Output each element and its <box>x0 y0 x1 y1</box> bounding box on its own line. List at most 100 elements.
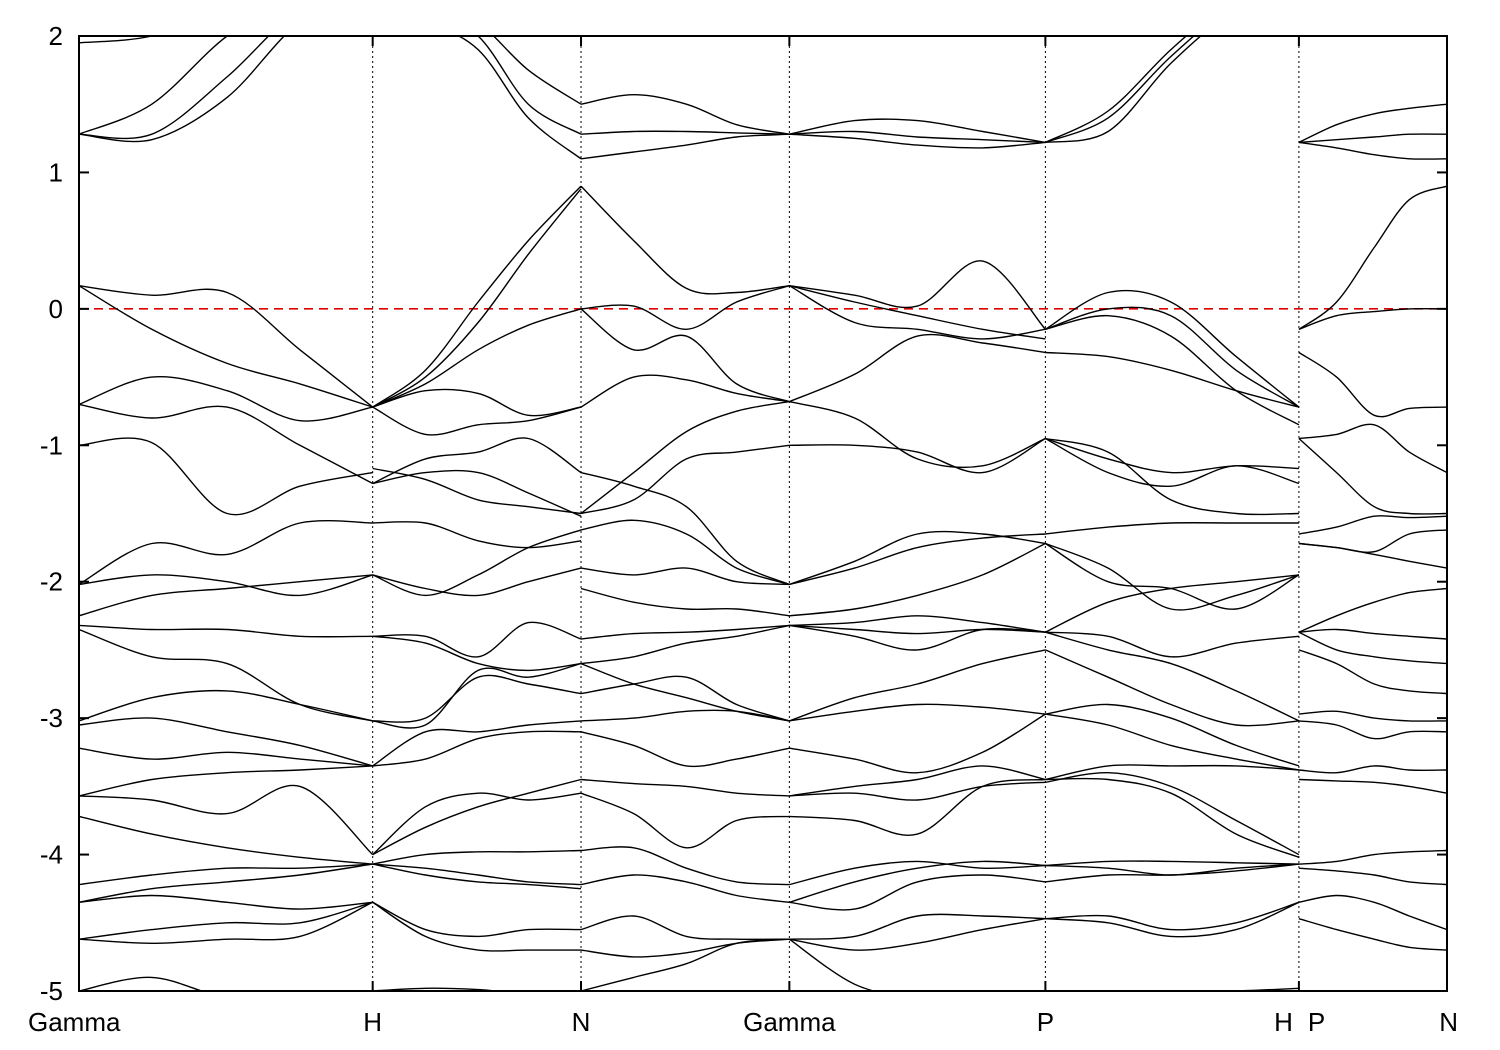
band-gamma-h-15 <box>79 717 373 767</box>
band-p-n-1 <box>1298 133 1447 144</box>
band-n-gamma-25 <box>580 938 790 991</box>
band-h-n-10 <box>372 467 582 515</box>
band-gamma-h-8 <box>79 437 373 516</box>
band-p-n-10 <box>1298 542 1447 569</box>
band-p-n-4 <box>1298 307 1447 330</box>
band-n-gamma-17 <box>580 709 790 722</box>
band-p-h-14 <box>1045 631 1299 658</box>
band-gamma-p-8 <box>789 437 1046 474</box>
band-n-gamma-1 <box>580 130 790 135</box>
band-gamma-h-16 <box>79 747 373 767</box>
band-p-h-6 <box>1045 351 1300 408</box>
band-h-n-15 <box>372 635 582 672</box>
band-gamma-h-5 <box>79 285 373 408</box>
band-p-h-13 <box>1045 574 1299 633</box>
band-n-gamma-3 <box>580 185 790 295</box>
ytick-label: -4 <box>40 840 63 870</box>
band-gamma-h-12 <box>79 624 373 638</box>
band-n-gamma-8 <box>580 444 790 515</box>
band-n-gamma-20 <box>580 792 790 849</box>
band-h-n-20 <box>372 792 582 856</box>
band-n-gamma-10 <box>580 519 790 586</box>
band-gamma-p-16 <box>789 703 1046 722</box>
band-h-n-0 <box>492 36 582 105</box>
band-n-gamma-9 <box>580 471 790 586</box>
band-gamma-p-15 <box>789 649 1046 722</box>
ytick-label: -5 <box>40 976 63 1006</box>
ytick-label: 2 <box>49 21 63 51</box>
band-h-n-24 <box>372 863 582 890</box>
band-gamma-p-14 <box>789 624 1046 651</box>
band-n-gamma-2 <box>580 133 790 160</box>
band-gamma-h-0 <box>79 36 155 44</box>
band-gamma-p-22 <box>789 860 1046 903</box>
band-p-h-17 <box>1045 703 1300 767</box>
band-gamma-h-9 <box>79 519 373 586</box>
band-p-n-6 <box>1298 423 1447 474</box>
band-h-n-11 <box>372 521 582 549</box>
kpoint-label: N <box>1439 1007 1458 1037</box>
band-p-h-7 <box>1045 437 1299 474</box>
band-gamma-p-18 <box>789 765 1046 797</box>
band-gamma-p-23 <box>789 874 1046 911</box>
ytick-label: -2 <box>40 567 63 597</box>
band-h-n-27 <box>372 987 581 991</box>
band-p-h-27 <box>1149 987 1299 991</box>
band-gamma-h-13 <box>79 628 373 722</box>
band-h-n-22 <box>372 849 582 865</box>
kpoint-label: P <box>1308 1007 1325 1037</box>
plot-frame <box>78 35 1448 992</box>
band-gamma-h-6 <box>79 376 373 422</box>
band-h-n-26 <box>372 901 581 952</box>
band-n-gamma-14 <box>580 624 790 665</box>
band-gamma-p-12 <box>789 615 1046 633</box>
band-h-n-14 <box>372 621 582 658</box>
band-h-n-19 <box>372 730 582 767</box>
band-p-h-18 <box>1045 713 1300 771</box>
band-h-n-18 <box>372 720 582 767</box>
band-p-h-15 <box>1045 631 1300 722</box>
kpoint-label: N <box>572 1007 591 1037</box>
band-n-gamma-23 <box>580 915 790 941</box>
kpoint-label: Gamma <box>28 1007 121 1037</box>
band-gamma-p-3 <box>789 260 1046 330</box>
band-p-h-12 <box>1045 542 1300 611</box>
band-p-n-7 <box>1298 437 1447 515</box>
band-p-n-5 <box>1298 351 1447 418</box>
band-p-n-0 <box>1298 103 1447 144</box>
ytick-label: 1 <box>49 157 63 187</box>
band-p-h-9 <box>1045 437 1299 516</box>
band-n-gamma-15 <box>580 675 790 722</box>
band-h-n-13 <box>372 567 582 597</box>
ytick-label: -1 <box>40 430 63 460</box>
band-p-h-11 <box>1045 542 1300 610</box>
band-p-h-16 <box>1045 649 1299 727</box>
band-n-gamma-24 <box>580 938 790 958</box>
band-h-n-5 <box>372 308 582 408</box>
band-gamma-h-24 <box>79 901 373 945</box>
band-gamma-p-6 <box>789 333 1046 403</box>
band-p-h-5 <box>1045 314 1300 426</box>
band-p-h-1 <box>1045 36 1195 144</box>
band-gamma-h-7 <box>79 403 374 485</box>
band-gamma-p-7 <box>789 400 1046 468</box>
band-gamma-h-14 <box>79 689 373 722</box>
band-gamma-h-23 <box>79 901 373 940</box>
band-p-h-8 <box>1045 437 1300 488</box>
band-gamma-p-19 <box>789 781 1046 801</box>
band-p-n-17 <box>1298 765 1447 774</box>
band-h-n-12 <box>372 529 582 597</box>
band-n-gamma-22 <box>580 874 790 903</box>
band-p-n-15 <box>1298 710 1447 722</box>
band-p-h-22 <box>1045 860 1299 867</box>
band-h-n-3 <box>372 185 582 408</box>
band-p-n-8 <box>1298 515 1447 535</box>
band-gamma-p-21 <box>789 860 1046 886</box>
band-n-gamma-0 <box>580 93 790 135</box>
band-p-n-13 <box>1298 631 1447 665</box>
kpoint-label: H <box>363 1007 382 1037</box>
band-gamma-h-22 <box>79 894 373 910</box>
band-gamma-h-18 <box>79 784 374 856</box>
